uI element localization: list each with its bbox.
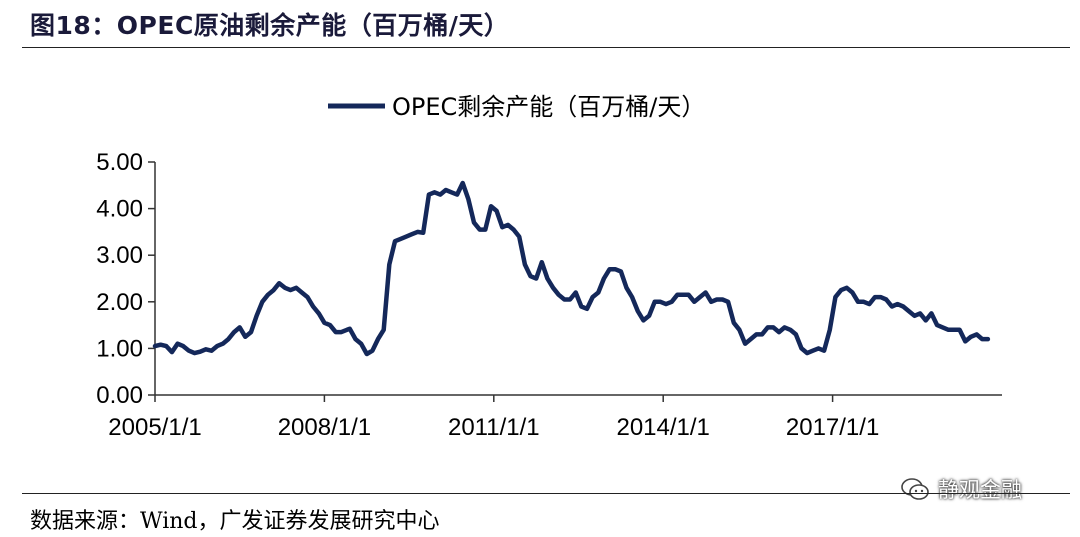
line-chart: OPEC剩余产能（百万桶/天） 0.00 1.00 2.00 3.00 4.00 5.00…	[96, 93, 1002, 441]
y-ticks: 0.00 1.00 2.00 3.00 4.00 5.00	[96, 149, 155, 409]
x-tick-label: 2008/1/1	[278, 414, 371, 441]
y-tick-label: 4.00	[96, 196, 143, 223]
watermark-text: 静观金融	[938, 478, 1022, 502]
x-tick-label: 2011/1/1	[448, 414, 540, 441]
wechat-icon	[901, 478, 929, 500]
footer-rule	[22, 493, 1070, 494]
y-tick-label: 2.00	[96, 289, 143, 316]
legend-label: OPEC剩余产能（百万桶/天）	[392, 93, 705, 121]
source-note: 数据来源：Wind，广发证券发展研究中心	[30, 509, 440, 534]
x-tick-label: 2005/1/1	[108, 414, 201, 441]
x-axis: 2005/1/1 2008/1/1 2011/1/1 2014/1/1 2017/1/1	[108, 394, 1002, 441]
y-tick-label: 0.00	[96, 382, 143, 409]
title-rule	[22, 47, 1070, 48]
series-line-opec-spare-capacity	[152, 180, 991, 357]
watermark: 静观金融	[900, 474, 1022, 504]
x-ticks: 2005/1/1 2008/1/1 2011/1/1 2014/1/1 2017/1/1	[108, 395, 879, 441]
y-axis: 0.00 1.00 2.00 3.00 4.00 5.00	[96, 149, 156, 409]
y-tick-label: 3.00	[96, 242, 143, 269]
x-tick-label: 2014/1/1	[616, 414, 709, 441]
y-tick-label: 5.00	[96, 149, 143, 176]
y-tick-label: 1.00	[96, 335, 143, 362]
figure-title: 图18：OPEC原油剩余产能（百万桶/天）	[30, 11, 510, 40]
x-tick-label: 2017/1/1	[786, 414, 879, 441]
legend: OPEC剩余产能（百万桶/天）	[328, 93, 705, 121]
